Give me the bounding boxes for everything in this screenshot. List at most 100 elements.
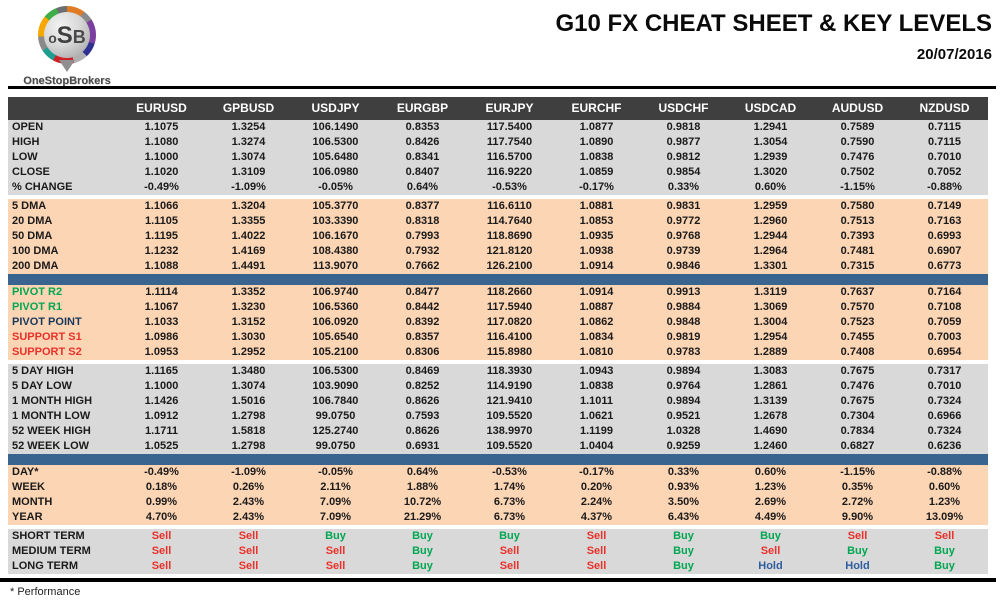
- table-cell: 1.2939: [753, 151, 788, 163]
- table-cell: Buy: [412, 545, 433, 557]
- table-cell: 1.0862: [579, 316, 614, 328]
- row-label: MONTH: [12, 496, 53, 508]
- table-section: PIVOT R2 1.1114 1.3352 106.9740 0.8477 118.26…: [8, 285, 988, 360]
- table-cell: Sell: [325, 545, 346, 557]
- table-cell: 1.0938: [579, 245, 614, 257]
- table-section: OPEN 1.1075 1.3254 106.1490 0.8353 117.5400 1.…: [8, 120, 988, 195]
- table-cell: 1.1199: [579, 425, 614, 437]
- table-cell: 1.0328: [666, 425, 701, 437]
- table-cell: 0.7115: [927, 136, 962, 148]
- table-cell: 0.8626: [405, 395, 440, 407]
- table-cell: 0.7593: [405, 410, 440, 422]
- table-cell: 1.1165: [144, 365, 179, 377]
- table-cell: 0.26%: [232, 481, 265, 493]
- table-cell: 1.0986: [144, 331, 179, 343]
- row-label: PIVOT R1: [12, 301, 63, 313]
- table-cell: 1.0525: [144, 440, 179, 452]
- table-cell: 108.4380: [312, 245, 359, 257]
- table-cell: Buy: [412, 530, 433, 542]
- table-cell: 0.9884: [666, 301, 701, 313]
- table-row: HIGH 1.1080 1.3274 106.5300 0.8426 117.7540 1.…: [8, 135, 988, 150]
- table-cell: 1.1075: [144, 121, 179, 133]
- table-row: MONTH 0.99% 2.43% 7.09% 10.72% 6.73% 2.24% 3.50…: [8, 495, 988, 510]
- table-cell: 0.60%: [928, 481, 961, 493]
- table-cell: 1.4169: [231, 245, 266, 257]
- table-cell: Sell: [586, 530, 607, 542]
- table-cell: Buy: [673, 545, 694, 557]
- row-label: SHORT TERM: [12, 530, 85, 542]
- table-cell: 1.1080: [144, 136, 179, 148]
- table-cell: 6.43%: [667, 511, 700, 523]
- table-cell: 0.8407: [405, 166, 440, 178]
- section-gap: [8, 360, 988, 364]
- table-cell: 9.90%: [841, 511, 874, 523]
- table-cell: 0.9854: [666, 166, 701, 178]
- table-cell: Sell: [760, 545, 781, 557]
- row-label: 1 MONTH LOW: [12, 410, 91, 422]
- table-cell: 1.1711: [144, 425, 179, 437]
- blue-section-divider: [8, 454, 988, 465]
- table-cell: 1.1011: [579, 395, 614, 407]
- table-cell: 0.7455: [840, 331, 875, 343]
- table-cell: 10.72%: [403, 496, 442, 508]
- table-cell: 0.7590: [840, 136, 875, 148]
- table-cell: 7.09%: [319, 496, 352, 508]
- column-header-eurusd: EURUSD: [136, 101, 187, 115]
- table-cell: 105.2100: [312, 346, 359, 358]
- table-cell: Buy: [412, 560, 433, 572]
- table-cell: 0.8341: [405, 151, 440, 163]
- table-cell: 0.7324: [927, 425, 962, 437]
- table-cell: 6.73%: [493, 511, 526, 523]
- table-cell: 6.73%: [493, 496, 526, 508]
- table-cell: 114.7640: [486, 215, 533, 227]
- table-cell: 1.0881: [579, 200, 614, 212]
- table-cell: 0.7580: [840, 200, 875, 212]
- table-row: 52 WEEK LOW 1.0525 1.2798 99.0750 0.6931 109.…: [8, 439, 988, 454]
- table-cell: 1.1000: [144, 151, 179, 163]
- table-cell: 2.11%: [320, 481, 351, 493]
- table-row: YEAR 4.70% 2.43% 7.09% 21.29% 6.73% 4.37% 6.43%…: [8, 510, 988, 525]
- page-header: oSB OneStopBrokers G10 FX CHEAT SHEET & …: [0, 0, 1004, 87]
- table-cell: 1.1067: [144, 301, 179, 313]
- table-row: 52 WEEK HIGH 1.1711 1.5818 125.2740 0.8626 13…: [8, 424, 988, 439]
- row-label: SUPPORT S2: [12, 346, 82, 358]
- table-cell: 0.9768: [666, 230, 701, 242]
- table-cell: 1.3139: [753, 395, 788, 407]
- blue-section-divider: [8, 274, 988, 285]
- table-cell: -0.88%: [927, 466, 962, 478]
- table-cell: 2.72%: [841, 496, 874, 508]
- row-label: 200 DMA: [12, 260, 59, 272]
- table-cell: 1.2959: [753, 200, 788, 212]
- table-cell: 1.1000: [144, 380, 179, 392]
- table-cell: 106.5300: [312, 136, 359, 148]
- row-label: PIVOT POINT: [12, 316, 82, 328]
- table-cell: 1.2954: [753, 331, 788, 343]
- table-cell: 0.60%: [754, 466, 787, 478]
- row-label: OPEN: [12, 121, 44, 133]
- table-cell: -0.88%: [927, 181, 962, 193]
- table-cell: -1.09%: [231, 181, 266, 193]
- table-cell: 1.1088: [144, 260, 179, 272]
- row-label: YEAR: [12, 511, 43, 523]
- table-cell: -1.15%: [840, 466, 875, 478]
- table-cell: 0.6954: [927, 346, 962, 358]
- table-cell: 99.0750: [315, 440, 356, 452]
- table-cell: 2.24%: [580, 496, 613, 508]
- table-cell: 1.0935: [579, 230, 614, 242]
- table-cell: 0.7834: [840, 425, 875, 437]
- table-cell: Sell: [934, 530, 955, 542]
- table-cell: -0.17%: [579, 181, 614, 193]
- osb-pin-tip: [59, 60, 75, 72]
- table-cell: 13.09%: [925, 511, 964, 523]
- table-cell: 3.50%: [667, 496, 700, 508]
- table-cell: 0.8353: [405, 121, 440, 133]
- table-cell: 1.1426: [144, 395, 179, 407]
- table-section: 5 DMA 1.1066 1.3204 105.3770 0.8377 116.6110 1…: [8, 199, 988, 274]
- table-row: LOW 1.1000 1.3074 105.6480 0.8341 116.5700 1.0…: [8, 150, 988, 165]
- table-cell: 116.5700: [486, 151, 533, 163]
- table-cell: 1.3004: [753, 316, 788, 328]
- table-cell: 1.3204: [231, 200, 266, 212]
- table-cell: 0.33%: [667, 181, 700, 193]
- table-row: 1 MONTH HIGH 1.1426 1.5016 106.7840 0.8626 12…: [8, 394, 988, 409]
- table-cell: 1.1195: [144, 230, 179, 242]
